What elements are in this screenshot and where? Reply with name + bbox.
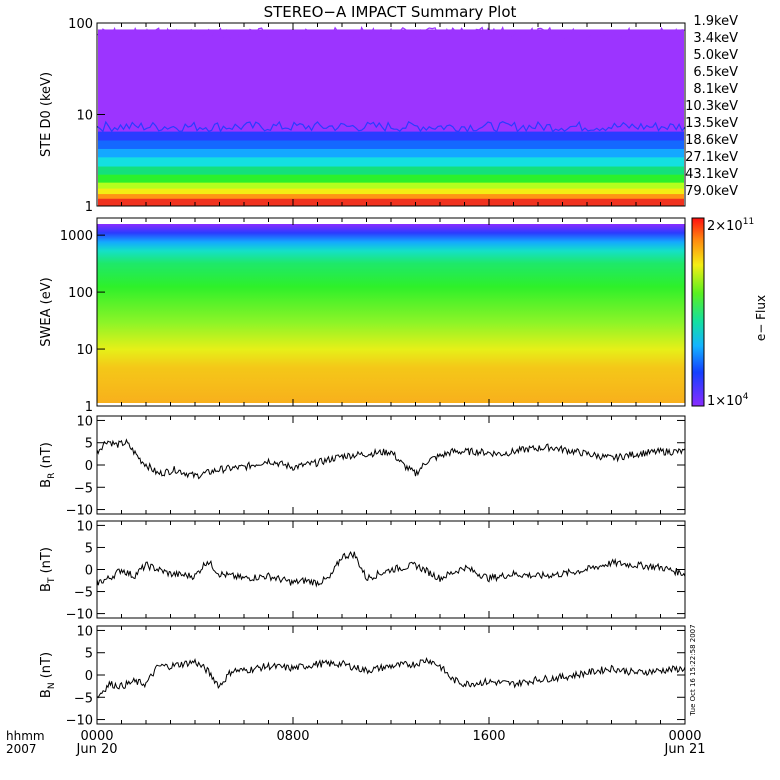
y-tick-label: 0 [85,564,93,579]
legend-18.6keV: 18.6keV [685,133,738,148]
ste-ylabel: STE D0 (keV) [39,72,54,157]
y-tick-label: −5 [74,691,93,706]
y-tick-label: 0 [85,669,93,684]
ste-trace-3.4keV [96,120,686,133]
bn-trace [96,656,686,699]
chart-title: STEREO−A IMPACT Summary Plot [264,3,517,21]
y-tick-label: 5 [85,647,93,662]
y-tick-label: 1000 [60,229,93,244]
bt-panel: 10 5 0 −5 −10 BT (nT) [39,519,686,623]
ste-trace-1.9keV [96,25,686,44]
bn-ylabel: BN (nT) [39,652,57,698]
legend-8.1keV: 8.1keV [693,82,738,97]
legend-43.1keV: 43.1keV [685,167,738,182]
swea-panel: 1 10 100 1000 SWEA (eV) [39,217,686,415]
legend-6.5keV: 6.5keV [693,65,738,80]
colorbar-top-label: 2×1011 [707,217,754,234]
colorbar-scale [691,217,705,407]
br-trace [96,438,686,480]
x-tick-label: 0800 [276,729,309,744]
legend-79.0keV: 79.0keV [685,184,738,199]
legend-13.5keV: 13.5keV [685,116,738,131]
y-tick-label: 10 [76,414,93,429]
br-ylabel: BR (nT) [39,442,57,488]
colorbar: 2×1011 1×104 e− Flux [691,217,768,409]
bn-panel: 10 5 0 −5 −10 BN (nT) [39,624,686,729]
br-panel: 10 5 0 −5 −10 BR (nT) [39,414,686,519]
x-date-label: Jun 20 [76,742,118,757]
x-tick-label: 0000 [80,729,113,744]
x-date-label: Jun 21 [664,742,706,757]
y-tick-label: 5 [85,437,93,452]
y-tick-label: 10 [76,519,93,534]
corner-hhmm: hhmm [6,729,45,743]
y-tick-label: −10 [66,608,93,623]
x-tick-label: 0000 [668,729,701,744]
legend-3.4keV: 3.4keV [693,31,738,46]
bt-ylabel: BT (nT) [39,547,57,592]
y-tick-label: −5 [74,586,93,601]
ste-panel: 1 10 100 STE D0 (keV) [39,17,686,215]
channel-legend: 1.9keV 3.4keV 5.0keV 6.5keV 8.1keV 10.3keV 13.… [685,14,738,199]
y-tick-label: −5 [74,481,93,496]
br-frame [96,415,686,515]
y-tick-label: 10 [76,624,93,639]
timestamp: Tue Oct 16 15:22:58 2007 [689,624,697,716]
y-tick-label: 1 [85,400,93,415]
y-tick-label: 100 [68,286,93,301]
legend-10.3keV: 10.3keV [685,99,738,114]
bt-trace [96,550,686,588]
colorbar-title: e− Flux [754,295,768,341]
legend-1.9keV: 1.9keV [693,14,738,29]
corner-year: 2007 [6,742,37,756]
legend-5.0keV: 5.0keV [693,48,738,63]
x-tick-label: 1600 [472,729,505,744]
swea-ylabel: SWEA (eV) [39,277,54,346]
y-tick-label: 5 [85,541,93,556]
y-tick-label: 0 [85,459,93,474]
y-tick-label: 10 [76,343,93,358]
swea-spectrogram [97,224,685,403]
y-tick-label: 100 [68,17,93,32]
colorbar-bottom-label: 1×104 [707,392,749,409]
y-tick-label: 10 [76,109,93,124]
bn-frame [96,625,686,725]
y-tick-label: 1 [85,200,93,215]
legend-27.1keV: 27.1keV [685,150,738,165]
y-tick-label: −10 [66,504,93,519]
y-tick-label: −10 [66,714,93,729]
